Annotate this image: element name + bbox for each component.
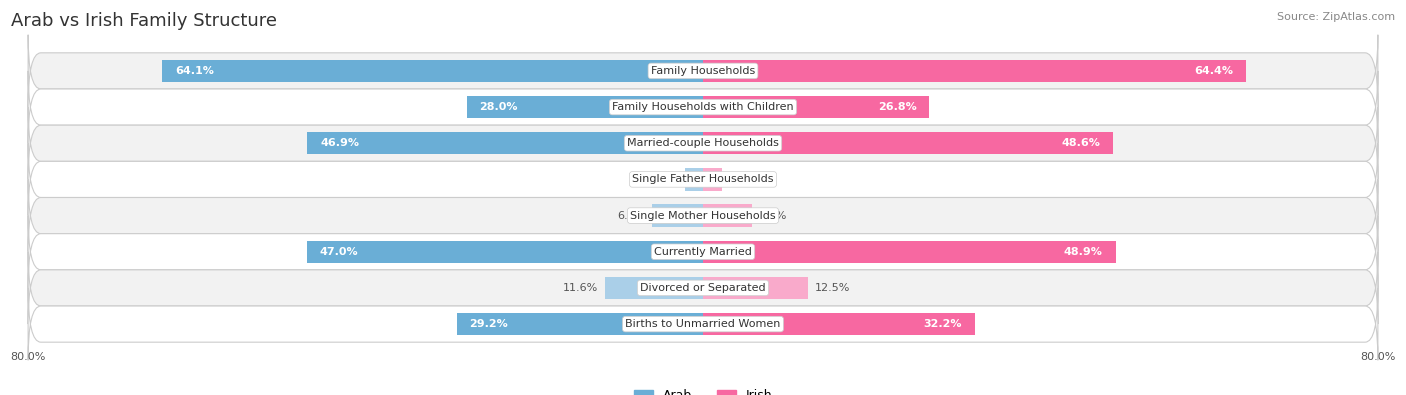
Bar (703, 204, 752, 227)
Bar (685, 168, 703, 191)
Bar (605, 277, 703, 299)
Legend: Arab, Irish: Arab, Irish (628, 384, 778, 395)
Text: Single Mother Households: Single Mother Households (630, 211, 776, 220)
Text: 5.8%: 5.8% (759, 211, 787, 220)
FancyBboxPatch shape (28, 143, 1378, 216)
Text: Currently Married: Currently Married (654, 247, 752, 257)
Bar (703, 241, 1115, 263)
Text: 12.5%: 12.5% (815, 283, 851, 293)
Text: 48.6%: 48.6% (1062, 138, 1101, 148)
Text: 11.6%: 11.6% (564, 283, 599, 293)
Text: Single Father Households: Single Father Households (633, 175, 773, 184)
FancyBboxPatch shape (28, 179, 1378, 252)
FancyBboxPatch shape (28, 35, 1378, 107)
Bar (703, 277, 808, 299)
FancyBboxPatch shape (28, 71, 1378, 143)
Text: 64.1%: 64.1% (174, 66, 214, 76)
Text: 46.9%: 46.9% (321, 138, 359, 148)
Text: 64.4%: 64.4% (1195, 66, 1233, 76)
Text: 48.9%: 48.9% (1064, 247, 1102, 257)
Text: Family Households with Children: Family Households with Children (612, 102, 794, 112)
FancyBboxPatch shape (28, 107, 1378, 179)
Bar (307, 241, 703, 263)
Text: Births to Unmarried Women: Births to Unmarried Women (626, 319, 780, 329)
Text: Family Households: Family Households (651, 66, 755, 76)
Text: 26.8%: 26.8% (877, 102, 917, 112)
Text: Source: ZipAtlas.com: Source: ZipAtlas.com (1277, 12, 1395, 22)
Bar (457, 313, 703, 335)
FancyBboxPatch shape (28, 288, 1378, 360)
Bar (703, 313, 974, 335)
Text: 47.0%: 47.0% (319, 247, 357, 257)
Bar (467, 96, 703, 118)
Bar (162, 60, 703, 82)
Text: Arab vs Irish Family Structure: Arab vs Irish Family Structure (11, 12, 277, 30)
Text: 2.3%: 2.3% (730, 175, 758, 184)
Text: 32.2%: 32.2% (924, 319, 962, 329)
Text: 6.0%: 6.0% (617, 211, 645, 220)
Bar (308, 132, 703, 154)
Text: 28.0%: 28.0% (479, 102, 517, 112)
Bar (703, 132, 1114, 154)
Text: Divorced or Separated: Divorced or Separated (640, 283, 766, 293)
FancyBboxPatch shape (28, 216, 1378, 288)
Bar (703, 96, 929, 118)
Bar (703, 60, 1246, 82)
Bar (703, 168, 723, 191)
Bar (652, 204, 703, 227)
Text: 29.2%: 29.2% (470, 319, 508, 329)
Text: 2.1%: 2.1% (650, 175, 679, 184)
Text: Married-couple Households: Married-couple Households (627, 138, 779, 148)
FancyBboxPatch shape (28, 252, 1378, 324)
